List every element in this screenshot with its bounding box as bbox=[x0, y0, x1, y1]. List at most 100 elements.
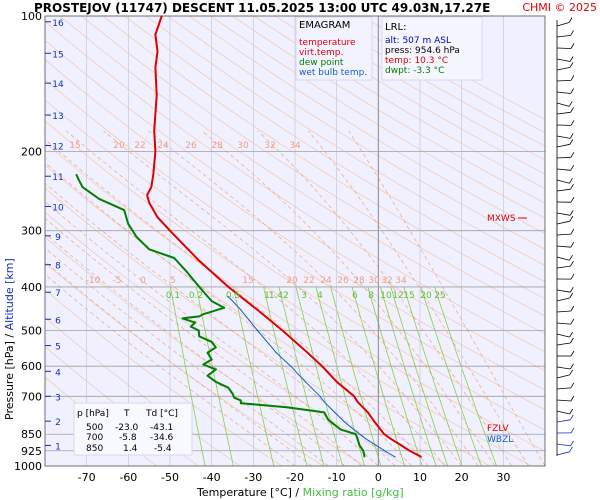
profile-point bbox=[202, 363, 204, 366]
wind-barb bbox=[556, 179, 570, 184]
profile-point bbox=[286, 406, 288, 408]
wind-barb-flag bbox=[568, 101, 573, 107]
profile-point bbox=[240, 402, 242, 404]
dry-adiabat-line bbox=[45, 59, 545, 391]
profile-point bbox=[173, 257, 175, 259]
profile-point bbox=[227, 295, 229, 298]
temperature-tick-label: 30 bbox=[496, 471, 510, 484]
pressure-tick-label: 850 bbox=[21, 428, 42, 441]
profile-point bbox=[146, 194, 148, 196]
lrl-pressure: press: 954.6 hPa bbox=[385, 46, 460, 56]
altitude-tick-label: 16 bbox=[52, 19, 64, 29]
profile-point bbox=[181, 317, 184, 319]
wind-barb-flag bbox=[569, 254, 573, 261]
profile-point bbox=[169, 230, 171, 232]
moist-adiabat-line bbox=[45, 139, 429, 466]
table-row-500-td: -43.1 bbox=[150, 423, 173, 433]
wind-barb bbox=[556, 322, 571, 325]
mixing-ratio-label: 4 bbox=[317, 291, 323, 301]
profile-point bbox=[365, 438, 367, 440]
wind-barb-flag bbox=[570, 107, 574, 113]
x-axis-label: Temperature [°C] / Mixing ratio [g/kg] bbox=[196, 486, 404, 499]
profile-point bbox=[344, 421, 346, 423]
altitude-tick-label: 6 bbox=[55, 316, 61, 326]
lrl-temperature: temp: 10.3 °C bbox=[385, 56, 448, 66]
wind-barb-flag bbox=[570, 75, 575, 81]
temperature-tick-label: -20 bbox=[286, 471, 304, 484]
adiabat-label-upper: 30 bbox=[237, 141, 249, 151]
altitude-tick-label: 15 bbox=[52, 50, 63, 60]
altitude-tick-label: 1 bbox=[55, 442, 61, 452]
profile-point bbox=[281, 329, 284, 332]
adiabat-label-lower: 20 bbox=[286, 276, 298, 286]
profile-point bbox=[186, 271, 188, 273]
pressure-tick-label: 100 bbox=[21, 10, 42, 23]
wind-barb bbox=[556, 297, 570, 302]
profile-point bbox=[323, 401, 325, 403]
wbzl-label: WBZL bbox=[487, 435, 513, 445]
mixing-ratio-label: 0.1 bbox=[166, 291, 180, 301]
profile-point bbox=[374, 421, 376, 423]
adiabat-label-lower: 32 bbox=[381, 276, 392, 286]
wind-barb bbox=[556, 310, 571, 313]
wind-barb-flag bbox=[570, 43, 575, 49]
profile-point bbox=[194, 322, 196, 324]
wind-barb bbox=[556, 419, 571, 423]
dry-adiabat-line bbox=[167, 16, 545, 250]
profile-point bbox=[323, 411, 325, 413]
adiabat-label-upper: 26 bbox=[185, 141, 197, 151]
temperature-tick-label: -30 bbox=[244, 471, 262, 484]
profile-point bbox=[362, 450, 364, 452]
wind-barb bbox=[556, 91, 571, 94]
x-axis-label-temperature: Temperature [°C] / bbox=[196, 486, 303, 499]
wind-barb-flag bbox=[569, 292, 574, 299]
legend-item-temperature: temperature bbox=[299, 38, 356, 48]
altitude-tick-label: 13 bbox=[52, 112, 63, 122]
profile-point bbox=[304, 381, 306, 383]
lrl-dewpoint: dwpt: -3.3 °C bbox=[385, 66, 444, 76]
altitude-tick-label: 12 bbox=[52, 143, 63, 153]
dry-adiabat-line bbox=[232, 16, 545, 204]
wind-barb bbox=[556, 35, 571, 38]
adiabat-label-upper: 24 bbox=[157, 141, 169, 151]
profile-point bbox=[81, 186, 84, 188]
wind-barb-flag bbox=[570, 337, 574, 344]
table-row-700-t: -5.8 bbox=[119, 433, 137, 443]
wind-barb bbox=[556, 111, 571, 115]
table-row-700-p: 700 bbox=[86, 433, 103, 443]
wind-barb bbox=[556, 168, 571, 171]
mxws-label: MXWS bbox=[487, 214, 516, 224]
wind-barb-flag bbox=[569, 178, 573, 184]
wind-barb-flag bbox=[569, 62, 574, 68]
wind-barb-flag bbox=[570, 88, 575, 94]
moist-adiabat-line bbox=[348, 130, 545, 466]
adiabat-label-upper: 34 bbox=[289, 141, 301, 151]
profile-point bbox=[420, 456, 422, 458]
dry-adiabat-line bbox=[81, 16, 545, 317]
adiabat-label-lower: 30 bbox=[368, 276, 380, 286]
profile-point bbox=[161, 15, 163, 17]
profile-point bbox=[156, 216, 159, 218]
profile-point bbox=[98, 198, 100, 200]
wind-barb-flag bbox=[570, 196, 575, 203]
altitude-tick-label: 14 bbox=[52, 80, 64, 90]
pressure-tick-label: 400 bbox=[21, 281, 42, 294]
dry-adiabat-line bbox=[45, 79, 545, 411]
profile-point bbox=[375, 444, 377, 446]
altitude-tick-label: 2 bbox=[55, 418, 61, 428]
table-row-850-td: -5.4 bbox=[154, 444, 172, 454]
profile-point bbox=[240, 309, 242, 311]
wind-barb-flag bbox=[570, 363, 574, 370]
profile-point bbox=[215, 346, 217, 348]
profile-point bbox=[198, 315, 200, 317]
wind-barb bbox=[556, 342, 571, 346]
profile-point bbox=[123, 209, 125, 211]
altitude-tick-label: 5 bbox=[55, 343, 61, 353]
chart-title: PROSTEJOV (11747) DESCENT 11.05.2025 13:… bbox=[34, 1, 490, 15]
profile-point bbox=[148, 202, 150, 204]
table-header-pressure: p [hPa] bbox=[77, 409, 109, 419]
wind-barb bbox=[556, 188, 571, 192]
mixing-ratio-label: 6 bbox=[352, 291, 358, 301]
y-axis-label: Pressure [hPa] / Altitude [km] bbox=[3, 258, 16, 420]
